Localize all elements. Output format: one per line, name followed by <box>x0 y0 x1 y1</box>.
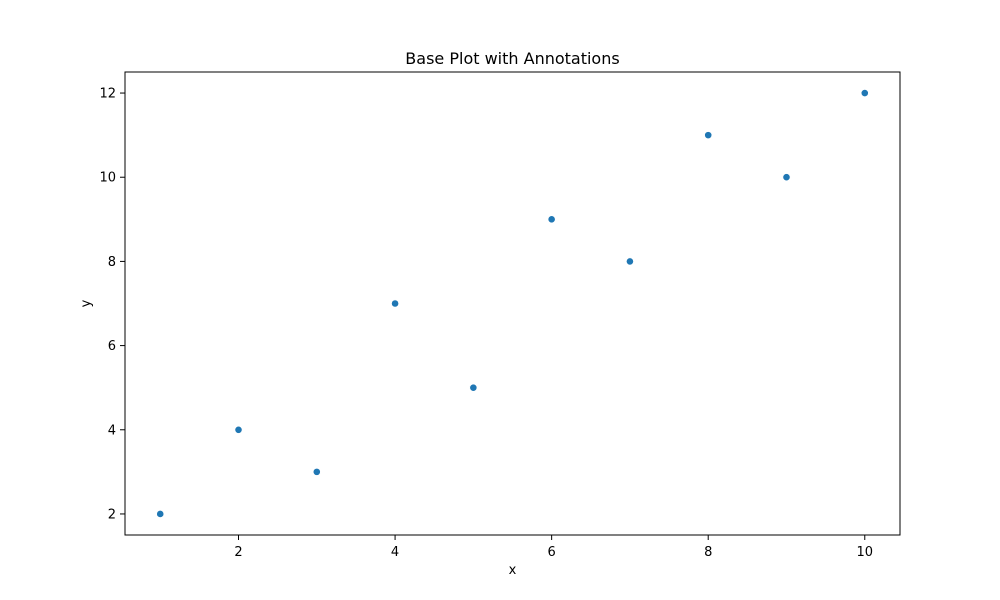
plot-frame <box>124 71 901 536</box>
data-point <box>469 383 478 392</box>
data-point <box>782 173 791 182</box>
plot-layer: 2 4 6 8 10 2 4 6 8 10 12 <box>99 87 873 560</box>
data-point <box>312 467 321 476</box>
y-tick-label: 2 <box>108 507 116 522</box>
x-tick-label: 10 <box>856 545 873 560</box>
data-point <box>626 257 634 266</box>
data-point <box>704 131 713 140</box>
chart-title: Base Plot with Annotations <box>405 49 619 68</box>
x-tick-label: 4 <box>391 545 399 560</box>
y-tick-label: 8 <box>108 255 116 270</box>
y-tick-label: 10 <box>99 171 116 186</box>
y-axis-label: y <box>79 299 94 307</box>
data-point <box>234 425 243 434</box>
data-point <box>156 510 165 518</box>
y-tick-label: 12 <box>99 87 116 102</box>
y-tick-label: 6 <box>108 339 116 354</box>
data-point <box>391 299 399 308</box>
y-tick-label: 4 <box>108 423 116 438</box>
x-tick-label: 2 <box>234 545 242 560</box>
x-tick-label: 8 <box>704 545 712 560</box>
data-point <box>547 215 556 224</box>
x-tick-label: 6 <box>548 545 556 560</box>
data-point <box>860 89 869 97</box>
x-axis-label: x <box>509 563 517 578</box>
